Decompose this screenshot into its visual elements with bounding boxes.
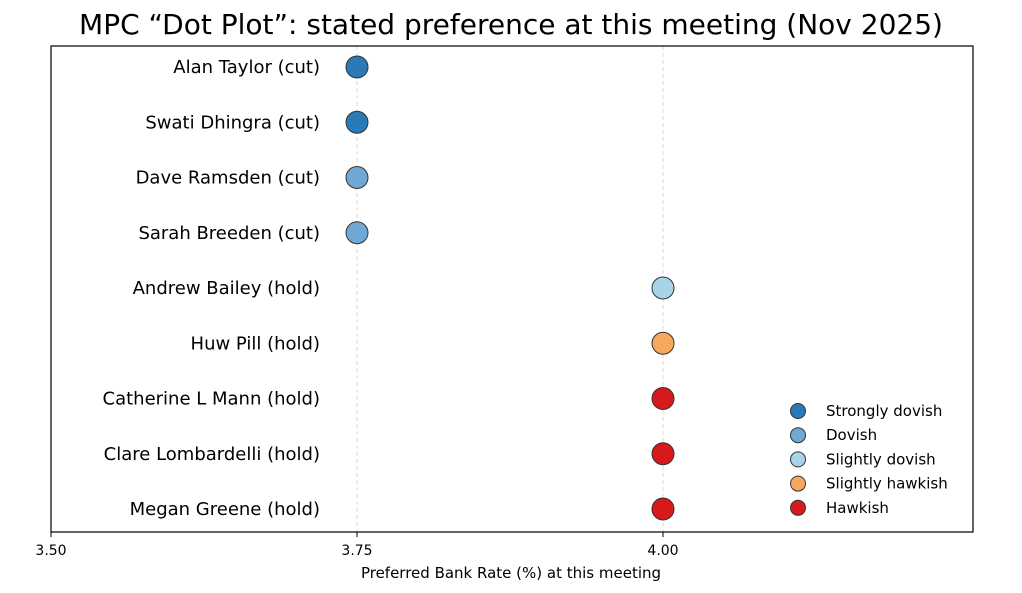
legend-label: Dovish (826, 426, 877, 444)
plot-frame (50, 45, 974, 533)
member-label: Catherine L Mann (hold) (103, 389, 321, 410)
legend-marker (790, 475, 806, 492)
grid-lines (356, 46, 664, 532)
legend-marker (790, 451, 806, 468)
chart-title: MPC “Dot Plot”: stated preference at thi… (79, 8, 943, 41)
x-axis-label: Preferred Bank Rate (%) at this meeting (361, 564, 661, 582)
member-label: Sarah Breeden (cut) (138, 223, 320, 244)
legend-label: Slightly dovish (826, 450, 936, 468)
member-dot (651, 387, 675, 410)
member-dot (345, 55, 369, 79)
member-label: Dave Ramsden (cut) (136, 168, 320, 189)
member-label: Megan Greene (hold) (130, 499, 320, 520)
member-dot (345, 166, 369, 189)
member-label: Andrew Bailey (hold) (133, 278, 320, 299)
legend-marker (790, 499, 806, 516)
member-dot (651, 497, 675, 521)
legend-marker (790, 427, 806, 444)
legend-label: Slightly hawkish (826, 475, 948, 493)
x-tick-label-1: 3.75 (341, 543, 372, 559)
member-dots (345, 55, 675, 521)
member-dot (345, 221, 369, 245)
x-tick-label-0: 3.50 (35, 543, 66, 559)
member-labels: Alan Taylor (cut) Swati Dhingra (cut) Dave… (103, 57, 321, 520)
member-dot (651, 276, 675, 300)
member-dot (651, 442, 675, 466)
member-label: Huw Pill (hold) (191, 333, 320, 354)
x-axis-ticks: 3.50 3.75 4.00 (35, 532, 679, 559)
member-label: Swati Dhingra (cut) (145, 112, 320, 133)
member-label: Clare Lombardelli (hold) (104, 444, 320, 465)
legend: Strongly dovish Dovish Slightly dovish Slig… (790, 402, 948, 517)
legend-marker (790, 403, 806, 419)
member-dot (345, 110, 369, 134)
member-dot (651, 331, 675, 355)
legend-label: Hawkish (826, 499, 889, 517)
x-tick-label-2: 4.00 (647, 543, 678, 559)
member-label: Alan Taylor (cut) (173, 57, 320, 78)
legend-label: Strongly dovish (826, 402, 942, 420)
